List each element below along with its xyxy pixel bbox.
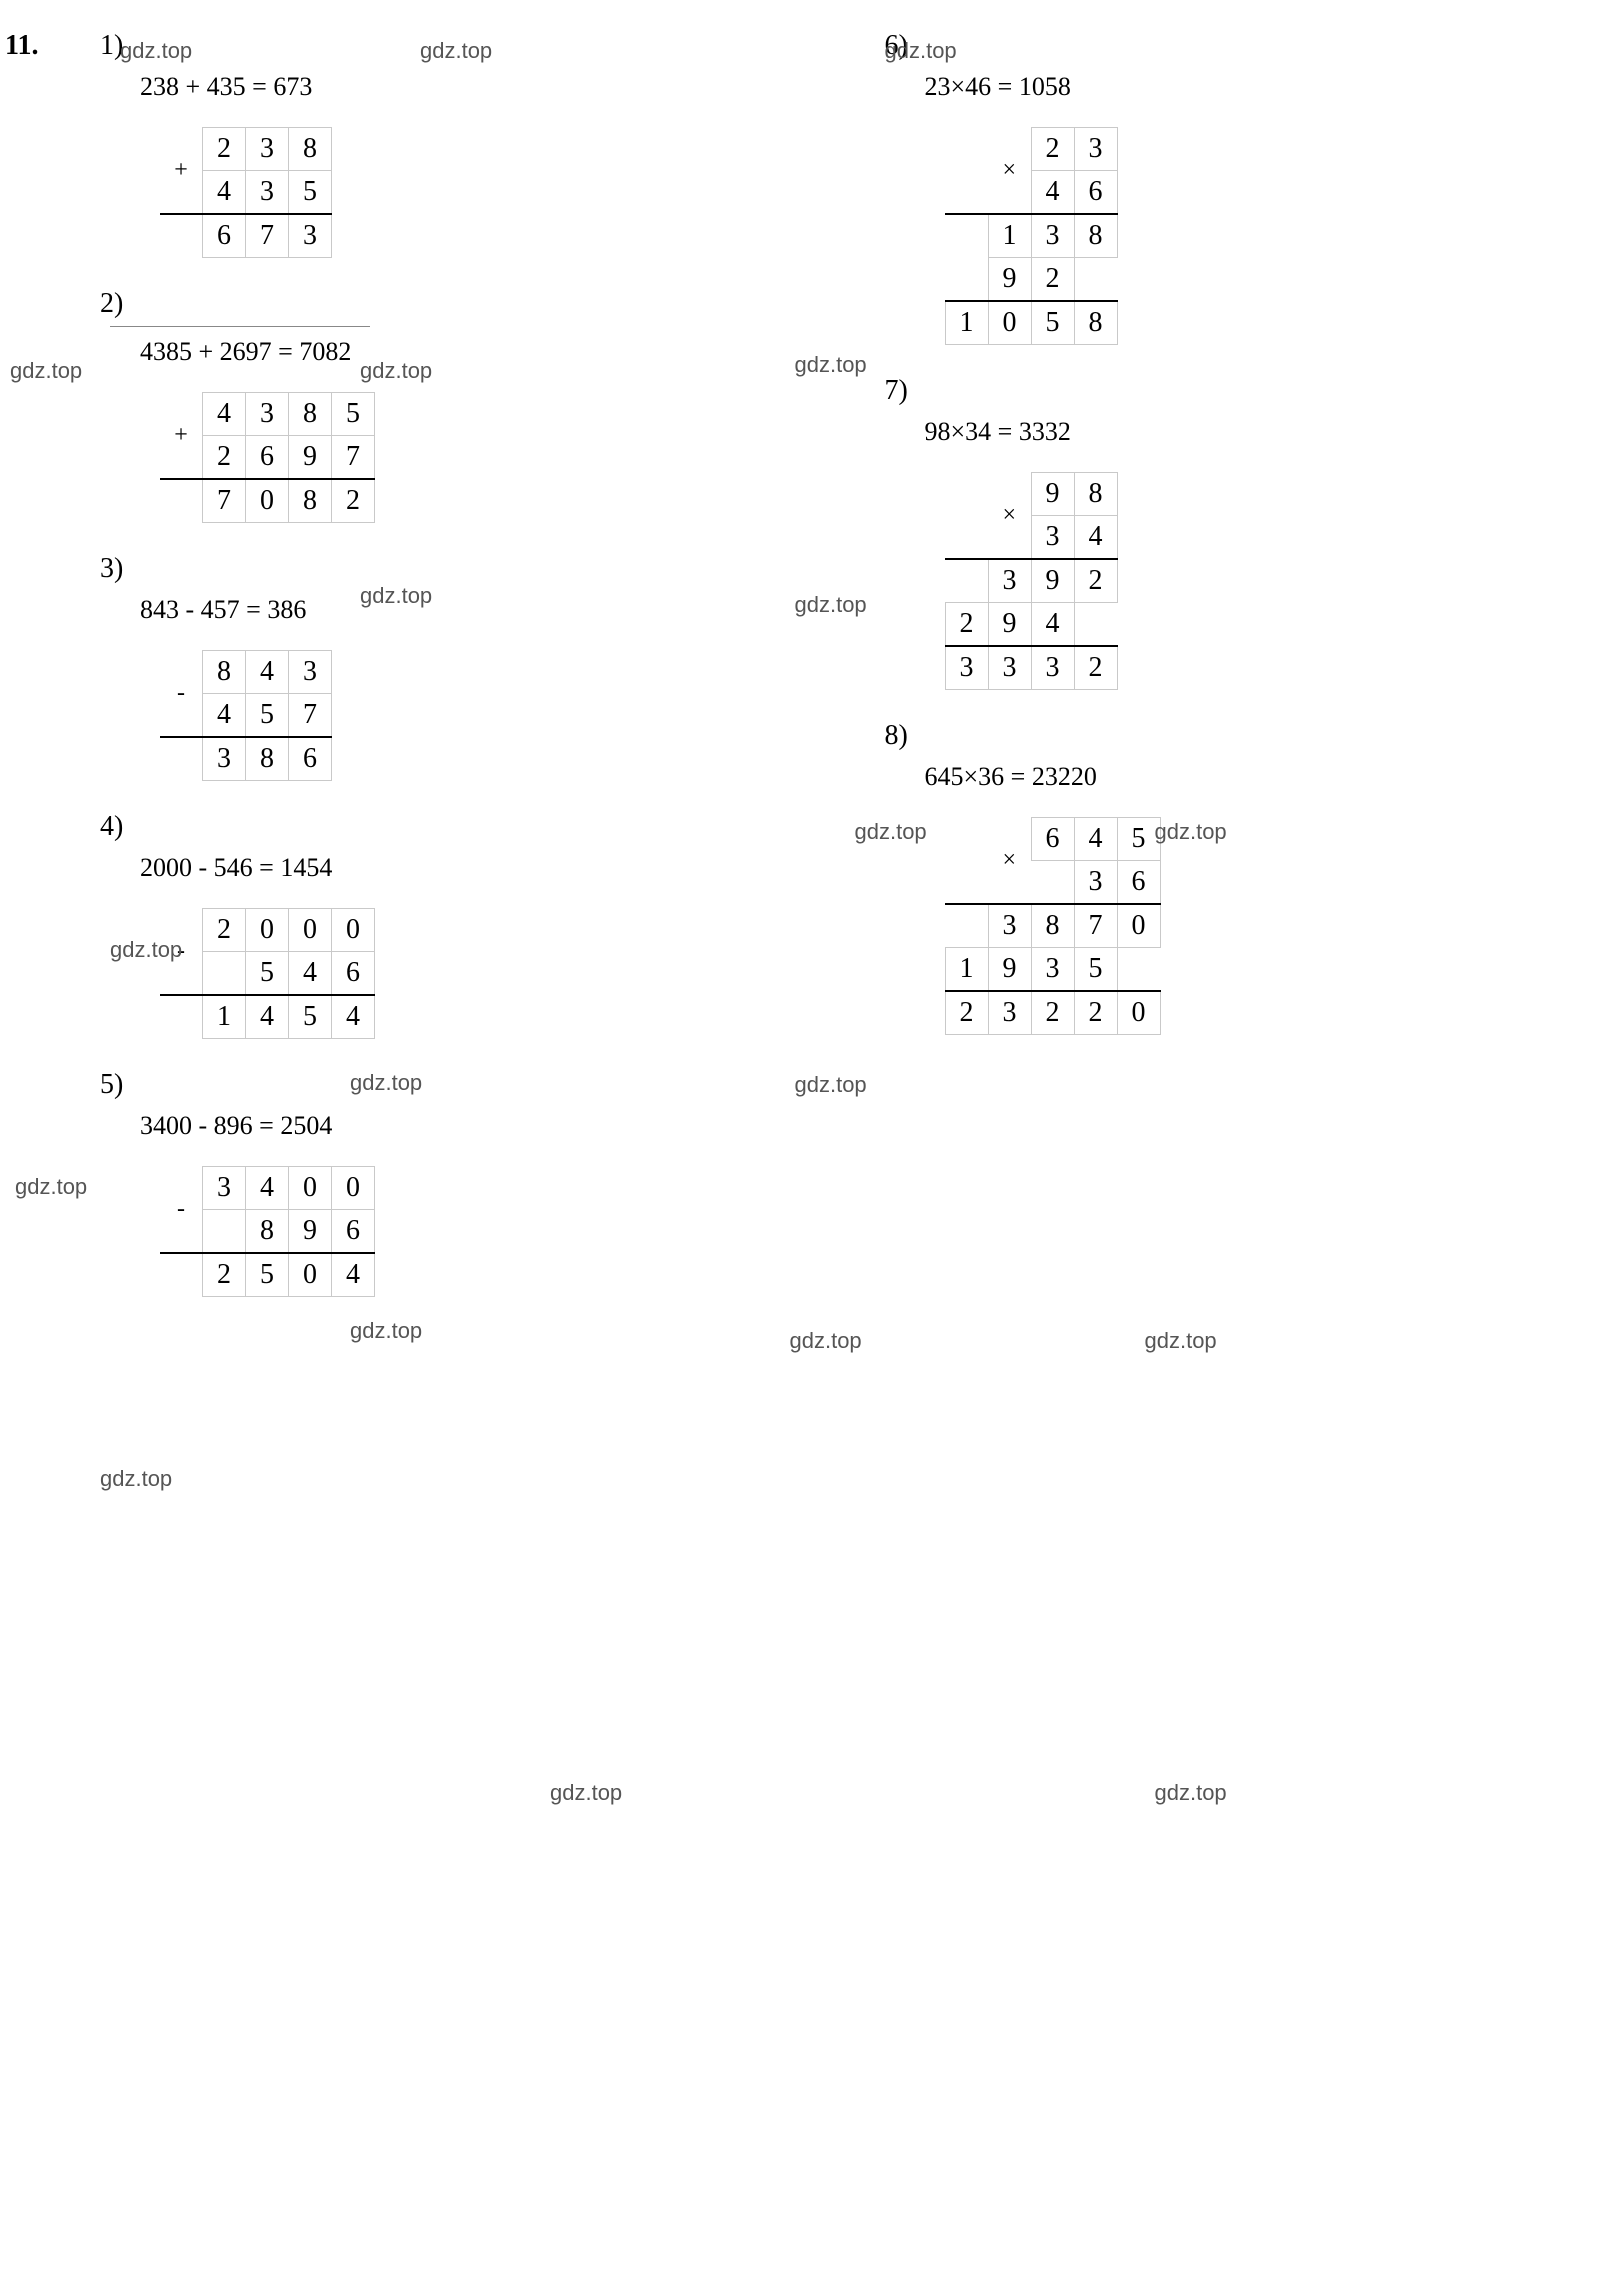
watermark-text: gdz.top (795, 352, 867, 378)
watermark-text: gdz.top (100, 1466, 172, 1492)
calc-table-2: + 4 3 8 5 2 6 9 7 7 0 8 2 (160, 392, 375, 523)
equation-4: 2000 - 546 = 1454 (140, 853, 765, 883)
calc-table-1: + 2 3 8 4 3 5 6 7 3 (160, 127, 332, 258)
equation-3: 843 - 457 = 386 (140, 595, 765, 625)
watermark-text: gdz.top (790, 1328, 862, 1354)
op-plus: + (160, 393, 203, 480)
watermark-text: gdz.top (1145, 1328, 1217, 1354)
watermark-text: gdz.top (420, 38, 492, 64)
watermark-text: gdz.top (1155, 819, 1227, 845)
equation-2: 4385 + 2697 = 7082 (140, 337, 765, 367)
sub-label-4: 4) (100, 811, 765, 843)
equation-5: 3400 - 896 = 2504 (140, 1111, 765, 1141)
calc-table-5: - 3 4 0 0 8 9 6 2 5 0 4 (160, 1166, 375, 1297)
watermark-text: gdz.top (350, 1070, 422, 1096)
op-times: × (988, 473, 1031, 560)
watermark-text: gdz.top (1155, 1780, 1227, 1806)
left-column: 11. 1) 238 + 435 = 673 + 2 3 8 4 3 5 6 7… (50, 30, 765, 1327)
equation-1: 238 + 435 = 673 (140, 72, 765, 102)
calc-table-4: - 2 0 0 0 5 4 6 1 4 5 4 (160, 908, 375, 1039)
watermark-text: gdz.top (885, 38, 957, 64)
sub-label-8: 8) (885, 720, 1550, 752)
op-times: × (988, 818, 1031, 905)
op-minus: - (160, 1167, 203, 1254)
watermark-text: gdz.top (360, 358, 432, 384)
sub-label-6: 6) (885, 30, 1550, 62)
op-times: × (988, 128, 1031, 215)
sub-label-2: 2) (100, 288, 765, 320)
watermark-text: gdz.top (795, 592, 867, 618)
op-plus: + (160, 128, 203, 215)
watermark-text: gdz.top (855, 819, 927, 845)
sub-label-3: 3) (100, 553, 765, 585)
op-minus: - (160, 651, 203, 738)
watermark-text: gdz.top (110, 937, 182, 963)
thin-divider (110, 326, 370, 327)
problem-number: 11. (5, 30, 38, 62)
equation-8: 645×36 = 23220 (925, 762, 1550, 792)
equation-6: 23×46 = 1058 (925, 72, 1550, 102)
calc-table-7: × 9 8 3 4 3 9 2 2 9 4 3 (945, 472, 1118, 690)
watermark-text: gdz.top (15, 1174, 87, 1200)
right-column: 6) 23×46 = 1058 × 2 3 4 6 1 3 8 9 (885, 30, 1550, 1327)
calc-table-3: - 8 4 3 4 5 7 3 8 6 (160, 650, 332, 781)
calc-table-8: × 6 4 5 3 6 3 8 7 0 1 9 3 5 (945, 817, 1161, 1035)
watermark-text: gdz.top (550, 1780, 622, 1806)
watermark-text: gdz.top (10, 358, 82, 384)
sub-label-7: 7) (885, 375, 1550, 407)
equation-7: 98×34 = 3332 (925, 417, 1550, 447)
calc-table-6: × 2 3 4 6 1 3 8 9 2 1 (945, 127, 1118, 345)
watermark-text: gdz.top (120, 38, 192, 64)
watermark-text: gdz.top (795, 1072, 867, 1098)
sub-label-5: 5) (100, 1069, 765, 1101)
watermark-text: gdz.top (350, 1318, 422, 1344)
watermark-text: gdz.top (360, 583, 432, 609)
